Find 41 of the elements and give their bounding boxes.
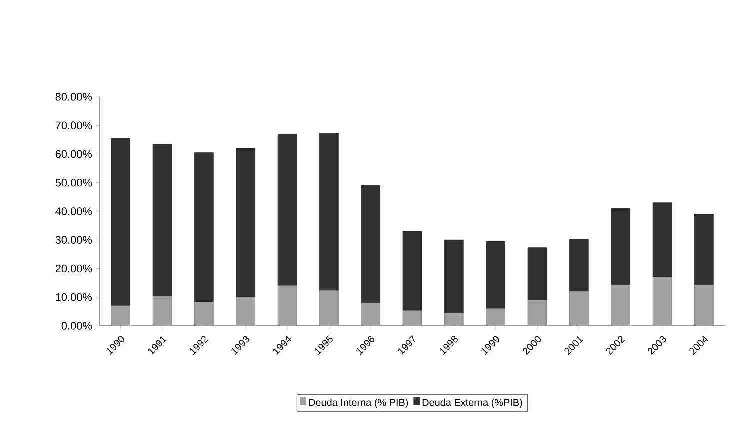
y-tick-label: 10.00%	[56, 294, 92, 302]
bar	[444, 313, 464, 326]
y-tick-label: 40.00%	[56, 208, 92, 216]
bar	[402, 231, 422, 312]
bar	[570, 239, 589, 292]
bar	[194, 152, 214, 302]
bar	[361, 302, 380, 326]
bar	[486, 241, 506, 310]
legend-label: Deuda Interna (% PIB)	[309, 398, 408, 408]
bar	[361, 186, 380, 304]
y-tick-label: 60.00%	[56, 150, 92, 158]
bar	[278, 134, 298, 286]
bar	[652, 277, 672, 326]
bar	[236, 148, 256, 298]
y-tick-label: 0.00%	[62, 322, 92, 330]
bar	[528, 248, 548, 300]
bar	[152, 296, 172, 326]
y-tick-label: 20.00%	[56, 264, 92, 273]
bar	[444, 240, 464, 314]
bar	[111, 138, 130, 306]
y-tick-label: 70.00%	[56, 122, 92, 130]
bar	[236, 297, 256, 326]
bar	[570, 291, 589, 326]
bar	[694, 284, 714, 326]
bar	[611, 208, 631, 286]
bar	[278, 286, 298, 326]
y-tick-label: 80.00%	[56, 93, 92, 101]
bar	[652, 202, 672, 278]
bar	[528, 300, 548, 326]
bar	[152, 144, 172, 297]
y-tick-label: 30.00%	[56, 236, 92, 244]
bar	[486, 308, 506, 326]
bar	[194, 302, 214, 326]
bar	[320, 133, 339, 291]
bar	[694, 214, 714, 286]
bar	[111, 306, 130, 326]
bar	[320, 290, 339, 326]
legend-label: Deuda Externa (%PIB)	[422, 398, 522, 408]
y-tick-label: 50.00%	[56, 179, 92, 187]
bar	[402, 310, 422, 326]
bar	[611, 284, 631, 326]
